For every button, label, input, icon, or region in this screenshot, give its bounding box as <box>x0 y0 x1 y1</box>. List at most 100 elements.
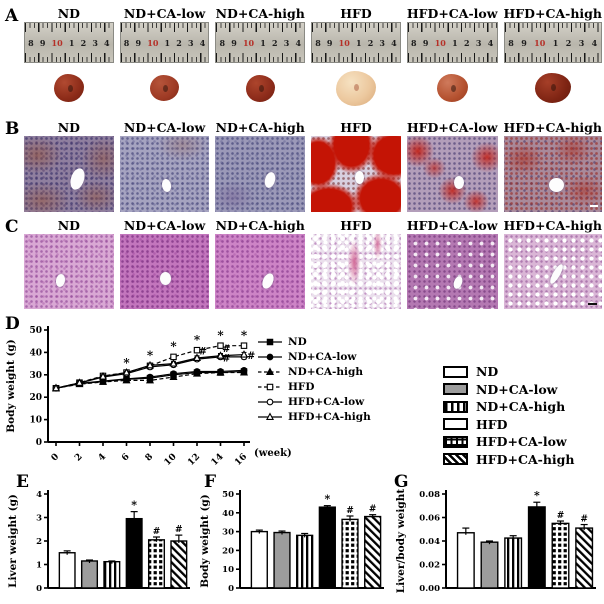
line-legend-symbol-square <box>258 338 282 345</box>
bar-legend-swatch-vstripe <box>443 400 468 413</box>
central-vein <box>67 166 87 192</box>
svg-text:0.04: 0.04 <box>419 537 440 547</box>
liver-specimen <box>436 74 468 102</box>
svg-text:Body weight (g): Body weight (g) <box>199 494 211 587</box>
line-legend-symbol-triangle <box>258 366 282 375</box>
ruler-numbers: 8 9 10 1 2 3 4 <box>312 39 400 47</box>
line-legend-symbol-square <box>258 383 282 390</box>
ruler-number: 3 <box>475 37 482 48</box>
group-label: HFD <box>340 6 372 21</box>
ruler-number: 8 <box>410 37 417 48</box>
svg-text:#: # <box>247 351 255 362</box>
oil-red-o-row: ND ND+CA-low ND+CA-high HFD HFD+CA-low HFD+CA… <box>24 120 602 212</box>
svg-text:#: # <box>557 511 565 521</box>
panel-label-g: G <box>394 472 409 492</box>
oil-red-o-column: ND+CA-high <box>215 120 306 212</box>
svg-text:*: * <box>534 489 540 502</box>
central-vein <box>262 171 277 190</box>
svg-text:20: 20 <box>222 546 234 556</box>
group-label: HFD <box>340 218 372 233</box>
ruler-number: 3 <box>283 37 290 48</box>
ruler-number: 2 <box>176 37 182 48</box>
svg-text:#: # <box>153 527 161 537</box>
bar-legend-swatch-black <box>443 418 468 431</box>
ruler-number: 10 <box>147 37 159 48</box>
bar-legend-label: ND+CA-high <box>476 399 566 415</box>
histology-tile-oil-red-o <box>119 136 210 212</box>
central-vein <box>451 275 464 290</box>
ruler-number: 4 <box>199 37 206 48</box>
line-legend-label: HFD+CA-high <box>288 410 371 423</box>
central-vein <box>355 170 365 184</box>
group-label: ND <box>57 120 80 135</box>
svg-text:2: 2 <box>73 452 85 464</box>
central-vein <box>453 175 464 189</box>
liver-photo-column: ND 8 9 10 1 2 3 4 <box>24 6 114 113</box>
group-label: HFD+CA-low <box>406 218 498 233</box>
svg-text:*: * <box>131 499 137 512</box>
line-legend-item: HFD+CA-low <box>257 394 371 409</box>
group-label: ND+CA-low <box>123 218 206 233</box>
svg-text:10: 10 <box>29 416 42 426</box>
ruler-photo: 8 9 10 1 2 3 4 <box>406 22 498 63</box>
ruler-number: 10 <box>338 37 350 48</box>
liver-specimen <box>150 75 180 101</box>
liver-body-ratio-bar-chart: 0.00 0.02 0.04 0.06 0.08 Liver/body weight * # # <box>395 489 596 594</box>
line-legend-item: ND <box>257 334 371 349</box>
histology-tile-oil-red-o <box>311 136 401 212</box>
histology-tile-oil-red-o <box>406 136 498 212</box>
ruler-ticks-top <box>216 23 305 32</box>
bar-legend-item: ND+CA-low <box>443 381 575 399</box>
ruler-number: 8 <box>315 37 321 48</box>
ruler-number: 3 <box>578 37 585 48</box>
ruler-number: 4 <box>295 37 302 48</box>
histology-tile-oil-red-o <box>215 136 306 212</box>
svg-text:12: 12 <box>186 452 202 468</box>
line-legend-item: HFD <box>257 379 371 394</box>
histology-tile-he <box>24 234 114 309</box>
svg-text:*: * <box>123 356 130 370</box>
bar-legend-swatch-grid <box>443 435 468 448</box>
histology-tile-he <box>119 234 210 309</box>
ruler-number: 1 <box>355 37 362 48</box>
ruler-number: 4 <box>591 37 598 48</box>
ruler-ticks-top <box>120 23 209 32</box>
bar-legend-label: HFD <box>476 416 508 432</box>
ruler-number: 4 <box>391 37 397 48</box>
group-label: ND+CA-low <box>123 120 206 135</box>
liver-photo-column: HFD+CA-low 8 9 10 1 2 3 4 <box>406 6 498 113</box>
ruler-number: 2 <box>271 37 278 48</box>
ruler-number: 10 <box>51 37 63 48</box>
group-label: HFD+CA-high <box>503 120 603 135</box>
svg-text:6: 6 <box>120 452 132 464</box>
central-vein <box>160 177 172 193</box>
line-legend-symbol-triangle <box>258 411 282 420</box>
he-column: HFD+CA-low <box>406 218 498 309</box>
group-label: HFD+CA-high <box>503 218 603 233</box>
svg-text:30: 30 <box>222 528 234 538</box>
ruler-ticks-bottom <box>504 53 601 62</box>
liver-photo-row: ND 8 9 10 1 2 3 4 ND+CA-low 8 9 10 1 2 3 4 ND+CA-high 8 9 1… <box>24 6 602 113</box>
ruler-number: 1 <box>260 37 266 48</box>
svg-text:*: * <box>147 349 154 363</box>
ruler-number: 9 <box>39 37 46 48</box>
panel-label-e: E <box>16 472 29 492</box>
ruler-number: 2 <box>367 37 374 48</box>
ruler-number: 9 <box>231 37 237 48</box>
ruler-ticks-top <box>25 23 113 32</box>
svg-text:50: 50 <box>222 490 234 500</box>
svg-text:*: * <box>241 328 248 342</box>
bar-legend-label: ND <box>476 364 499 380</box>
group-label: HFD+CA-high <box>503 6 603 21</box>
line-legend-item: HFD+CA-high <box>257 409 371 424</box>
histology-tile-he <box>406 234 498 309</box>
ruler-number: 9 <box>326 37 333 48</box>
ruler-numbers: 8 9 10 1 2 3 4 <box>216 39 304 47</box>
svg-text:Liver weight (g): Liver weight (g) <box>7 494 19 588</box>
svg-text:*: * <box>170 340 177 354</box>
ruler-number: 3 <box>92 37 98 48</box>
histology-tile-he <box>503 234 602 309</box>
oil-red-o-column: HFD+CA-high <box>503 120 603 212</box>
he-column: HFD <box>311 218 401 309</box>
liver-photo <box>24 63 114 113</box>
